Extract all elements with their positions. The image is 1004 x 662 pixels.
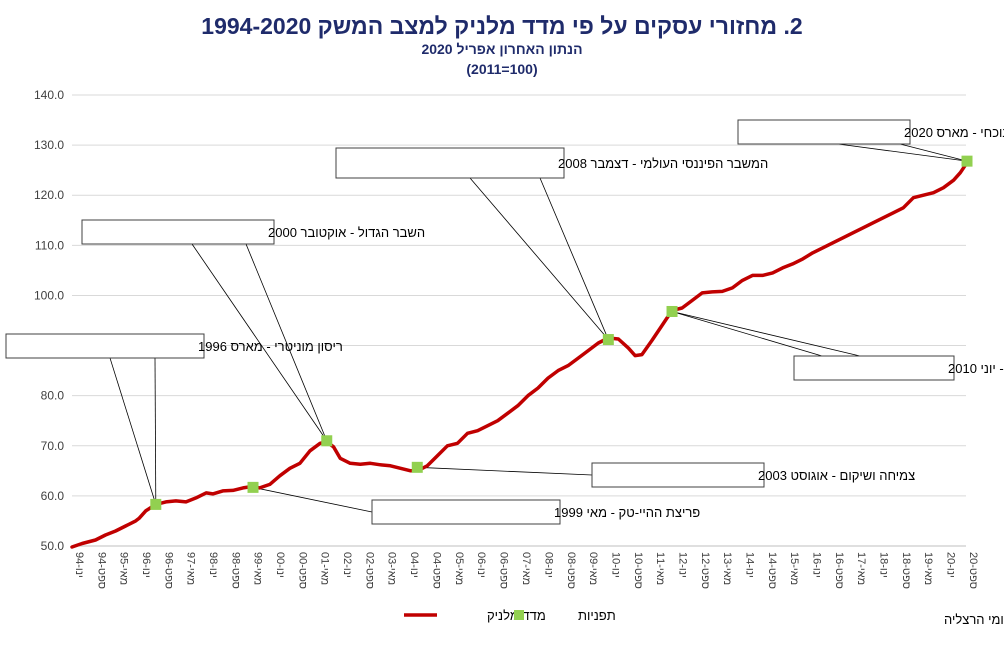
- x-tick-label: ספט-14: [766, 552, 778, 589]
- annotation-label: פריצת ההיי-טק - מאי 1999: [554, 505, 700, 520]
- annotation-box: [591, 462, 765, 488]
- x-tick-label: מאי-11: [654, 552, 666, 585]
- annotation-boxes: ריסון מוניטרי - מארס 1996 פריצת ההיי-טק -…: [5, 119, 1004, 525]
- annotation-label: צמיחה ושיקום - אוגוסט 2003: [758, 468, 915, 483]
- legend-marker-swatch: [514, 610, 524, 620]
- annotation-label: ריסון מוניטרי - מארס 1996: [198, 339, 343, 354]
- annotation-box: [371, 499, 561, 525]
- x-tick-label: ינו-96: [140, 552, 152, 578]
- x-tick-label: ספט-12: [699, 552, 711, 589]
- x-tick-label: מאי-09: [587, 552, 599, 585]
- x-tick-label: ינו-98: [207, 552, 219, 578]
- grid-lines: [72, 94, 966, 547]
- x-tick-label: ספט-04: [431, 552, 443, 589]
- y-tick-label: 140.0: [34, 88, 64, 102]
- turning-point-marker: [961, 155, 973, 167]
- x-tick-label: מאי-03: [386, 552, 398, 585]
- turning-point-marker: [602, 334, 614, 346]
- x-tick-label: ינו-94: [73, 552, 85, 578]
- annotation-leader-line: [154, 357, 157, 505]
- annotation-leader-line: [245, 243, 328, 441]
- annotation-leader-line: [899, 143, 968, 162]
- annotation-leader-line: [539, 177, 609, 340]
- chart-subtitle: הנתון האחרון אפריל 2020: [421, 41, 582, 57]
- annotation-leader-line: [671, 311, 861, 357]
- x-tick-label: ספט-18: [900, 552, 912, 589]
- x-tick-label: מאי-15: [788, 552, 800, 585]
- x-tick-label: ינו-06: [475, 552, 487, 578]
- x-tick-label: ינו-10: [609, 552, 621, 578]
- x-tick-label: מאי-95: [118, 552, 130, 585]
- x-tick-label: ינו-18: [877, 552, 889, 578]
- y-tick-label: 60.0: [41, 489, 65, 503]
- x-tick-label: מאי-07: [520, 552, 532, 585]
- turning-point-marker: [321, 435, 333, 447]
- x-tick-label: ספט-02: [364, 552, 376, 589]
- annotation-box: [5, 333, 205, 359]
- x-tick-label: מאי-05: [453, 552, 465, 585]
- melnick-index-line: [70, 160, 969, 549]
- x-tick-label: ספט-98: [230, 552, 242, 589]
- x-tick-label: ינו-12: [676, 552, 688, 578]
- annotation-box: [737, 119, 911, 145]
- turning-point-marker: [666, 305, 678, 317]
- x-tick-label: ינו-08: [542, 552, 554, 578]
- x-tick-label: מאי-97: [185, 552, 197, 585]
- annotation-leader-line: [191, 243, 328, 441]
- x-tick-label: ספט-16: [833, 552, 845, 589]
- chart-title: 2. מחזורי עסקים על פי מדד מלניק למצב המש…: [201, 13, 802, 39]
- y-tick-label: 110.0: [35, 238, 64, 252]
- y-tick-label: 70.0: [41, 439, 65, 453]
- y-tick-label: 80.0: [41, 389, 65, 403]
- annotation-leader-line: [671, 311, 823, 357]
- annotation-label: המשבר הפיננסי העולמי - דצמבר 2008: [558, 156, 768, 171]
- x-tick-label: ינו-16: [810, 552, 822, 578]
- x-tick-label: מאי-17: [855, 552, 867, 585]
- y-tick-label: 100.0: [34, 288, 64, 302]
- x-tick-label: ינו-20: [945, 552, 957, 578]
- chart-subtitle-base: (2011=100): [466, 61, 537, 77]
- annotation-leaders: [109, 143, 968, 513]
- annotation-leader-line: [252, 486, 373, 513]
- turning-point-marker: [247, 481, 259, 493]
- legend-label-turns: תפניות: [578, 608, 616, 623]
- annotation-box: [335, 147, 565, 179]
- legend: מדד מלניק תפניות: [404, 608, 616, 623]
- annotation-box: [793, 355, 955, 381]
- x-tick-label: ינו-02: [341, 552, 353, 578]
- x-tick-label: מאי-19: [922, 552, 934, 585]
- x-tick-label: ינו-00: [274, 552, 286, 578]
- chart-credit: פרופ' רפי מלניק, המרכז הבינתחומי הרצליה: [944, 612, 1004, 627]
- x-tick-label: מאי-13: [721, 552, 733, 585]
- x-tick-label: ספט-00: [297, 552, 309, 589]
- x-tick-label: ספט-96: [163, 552, 175, 589]
- annotation-label: גידור תוצר ממושך - יוני 2010: [948, 361, 1004, 376]
- annotation-leader-line: [837, 143, 968, 162]
- y-tick-label: 50.0: [41, 539, 65, 553]
- annotation-leader-line: [109, 357, 157, 505]
- annotation-label: המחזור הנוכחי - מארס 2020: [904, 125, 1004, 140]
- x-tick-label: ספט-06: [498, 552, 510, 589]
- x-tick-label: ספט-10: [632, 552, 644, 589]
- y-tick-label: 130.0: [34, 138, 64, 152]
- y-tick-label: 120.0: [34, 188, 64, 202]
- turning-point-marker: [411, 461, 423, 473]
- x-tick-label: ספט-20: [967, 552, 979, 589]
- annotation-leader-line: [469, 177, 609, 340]
- turning-point-marker: [150, 498, 162, 510]
- annotation-label: השבר הגדול - אוקטובר 2000: [268, 225, 425, 240]
- x-tick-label: מאי-99: [252, 552, 264, 585]
- x-tick-label: מאי-01: [319, 552, 331, 585]
- x-axis: ינו-94 ספט-94 מאי-95 ינו-96 ספט-96 מאי-97 ינו-…: [72, 545, 979, 589]
- x-tick-label: ינו-04: [408, 552, 420, 578]
- annotation-box: [81, 219, 275, 245]
- x-tick-label: ספט-94: [95, 552, 107, 589]
- y-axis: 50.060.070.080.090.0100.0110.0120.0130.0…: [34, 88, 64, 553]
- x-tick-label: ינו-14: [743, 552, 755, 578]
- annotation-leader-line: [417, 466, 593, 476]
- turning-point-markers: [150, 155, 973, 510]
- x-tick-label: ספט-08: [565, 552, 577, 589]
